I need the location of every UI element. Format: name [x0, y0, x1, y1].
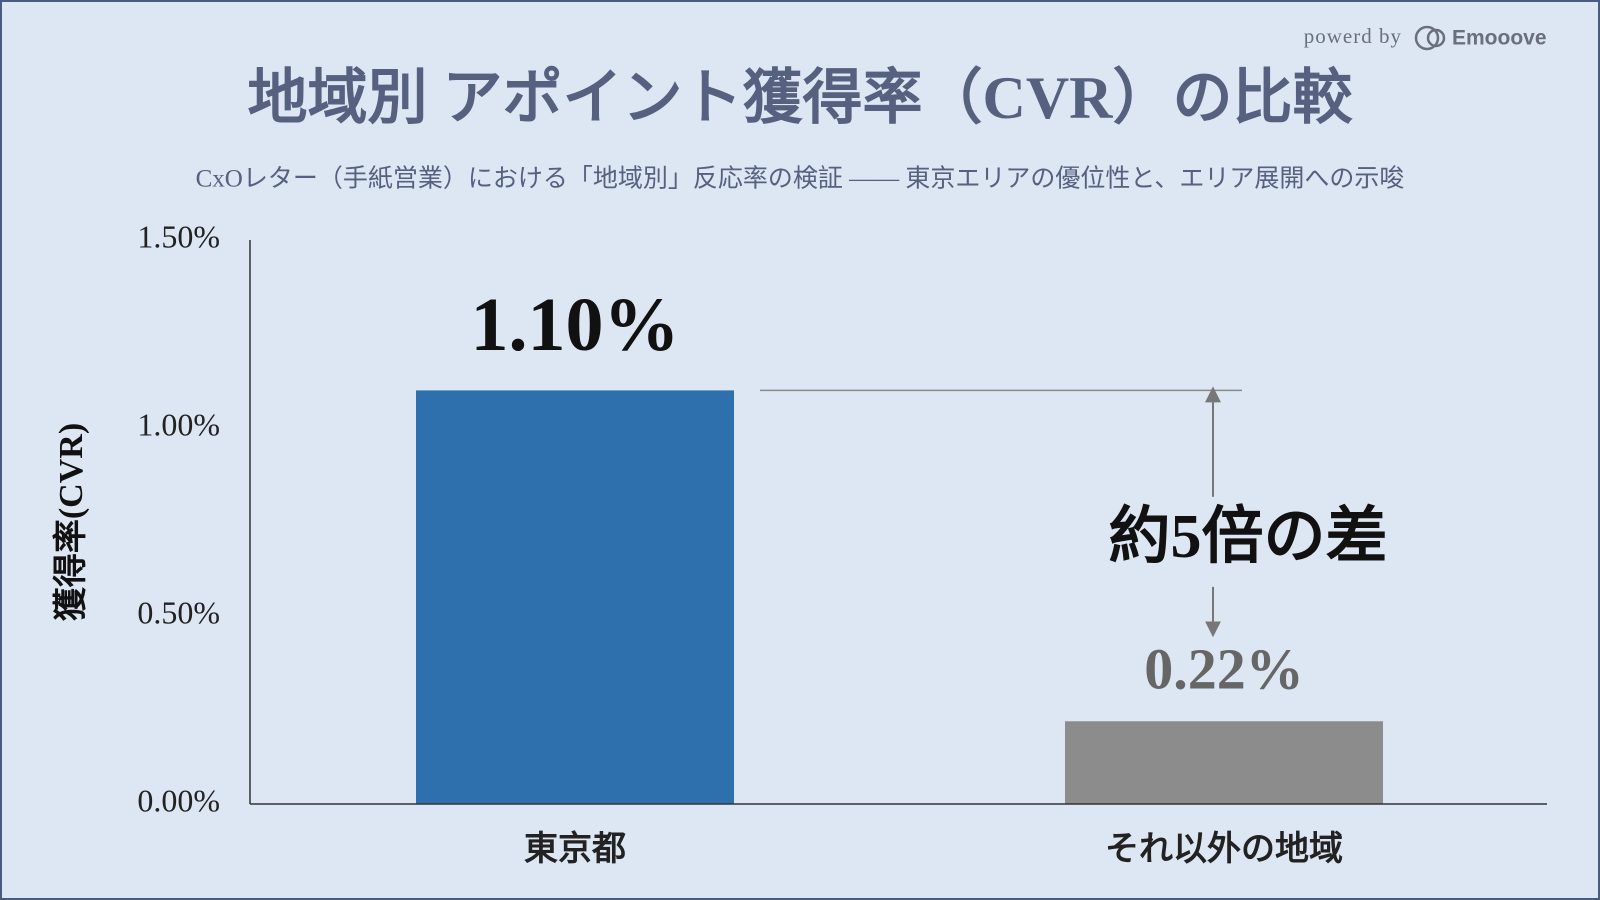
- brand-name: Emooove: [1452, 27, 1547, 50]
- x-tick-label: 東京都: [524, 830, 626, 868]
- y-tick-label: 1.00%: [137, 406, 220, 442]
- chart-subtitle: CxOレター（手紙営業）における「地域別」反応率の検証 —— 東京エリアの優位性…: [196, 165, 1405, 193]
- y-axis-label: 獲得率(CVR): [52, 423, 90, 621]
- brand-prefix: powerd by: [1304, 24, 1402, 48]
- chart-title: 地域別 アポイント獲得率（CVR）の比較: [248, 64, 1354, 131]
- x-tick-label: それ以外の地域: [1105, 830, 1343, 868]
- brand-logo: [1414, 25, 1446, 51]
- bar: [416, 390, 734, 804]
- annotation: 約5倍の差: [1108, 502, 1387, 571]
- bar: [1065, 721, 1383, 804]
- value-label: 1.10%: [471, 283, 680, 367]
- y-tick-label: 0.00%: [137, 782, 220, 818]
- value-label: 0.22%: [1144, 637, 1304, 702]
- y-tick-label: 1.50%: [137, 218, 220, 254]
- y-tick-label: 0.50%: [137, 594, 220, 630]
